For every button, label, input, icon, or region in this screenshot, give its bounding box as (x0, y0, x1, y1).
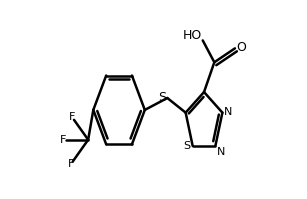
Text: N: N (217, 147, 225, 157)
Text: O: O (236, 41, 246, 54)
Text: N: N (224, 107, 233, 117)
Text: F: F (69, 112, 76, 122)
Text: F: F (60, 135, 67, 145)
Text: F: F (68, 159, 74, 169)
Text: S: S (158, 91, 166, 103)
Text: S: S (183, 141, 190, 151)
Text: HO: HO (182, 29, 202, 42)
